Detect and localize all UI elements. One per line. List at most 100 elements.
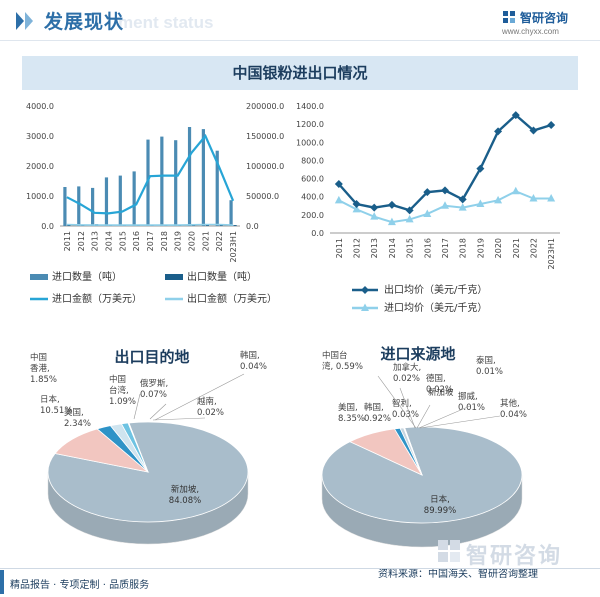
x-axis-tick-label: 2018 (459, 238, 468, 258)
marker-import-price (405, 214, 414, 223)
x-axis-tick-label: 2013 (370, 238, 379, 258)
marker-export-price (476, 164, 485, 173)
bar-import-quantity (215, 150, 219, 226)
marker-import-price (458, 203, 467, 211)
marker-import-price (387, 217, 396, 226)
legend-label: 出口金额（万美元） (187, 292, 277, 305)
chevron-double-right-icon (16, 12, 33, 30)
legend-label: 出口数量（吨） (187, 270, 257, 283)
footer-slogan: 精品报告 · 专项定制 · 品质服务 (10, 580, 150, 591)
export-pie-leader-line (133, 393, 141, 420)
export-pie-leader-line (149, 403, 167, 420)
footer-divider (0, 568, 600, 569)
y-axis-left-tick-label: 2000.0 (26, 162, 54, 171)
bar-import-quantity (201, 129, 205, 226)
export-pie-label: 中国台湾, 1.09% (109, 374, 136, 407)
export-pie-label: 美国, 2.34% (64, 407, 91, 429)
x-axis-tick-label: 2021 (201, 231, 210, 251)
y-axis-tick-label: 800.0 (301, 156, 324, 165)
x-axis-tick-label: 2020 (494, 238, 503, 258)
brand-url: www.chyxx.com (502, 27, 559, 36)
marker-export-price (547, 121, 556, 130)
export-pie-label: 中国香港, 1.85% (30, 352, 57, 385)
import-pie-label: 韩国, 0.92% (364, 402, 391, 424)
export-pie-label: 韩国, 0.04% (240, 350, 267, 372)
bar-export-quantity (233, 225, 237, 226)
import-pie-leader-line (418, 405, 471, 429)
x-axis-tick-label: 2023H1 (547, 238, 556, 269)
y-axis-left-tick-label: 1000.0 (26, 192, 54, 201)
brand-logo-icon (503, 11, 515, 23)
x-axis-tick-label: 2011 (63, 231, 72, 251)
marker-import-price (334, 195, 343, 204)
line-export-price (337, 113, 552, 212)
marker-import-price (352, 204, 361, 213)
title-band: 中国银粉进出口情况 (22, 56, 578, 90)
watermark-logo-icon (438, 540, 460, 562)
import-pie-slice (403, 427, 423, 476)
x-axis-tick-label: 2015 (118, 231, 127, 251)
x-axis-tick-label: 2014 (104, 231, 113, 251)
x-axis-tick-label: 2012 (77, 231, 86, 251)
legend-swatch (30, 274, 48, 280)
y-axis-right-tick-label: 0.0 (246, 222, 259, 231)
bar-import-quantity (118, 175, 122, 226)
export-pie-label: 俄罗斯, 0.07% (140, 378, 168, 400)
page-title: 发展现状 (44, 11, 125, 33)
x-axis-tick-label: 2018 (160, 231, 169, 251)
marker-import-price (441, 201, 449, 209)
line-export-amount (66, 223, 234, 226)
import-pie-leader-line (416, 404, 431, 429)
import-pie-label: 美国, 8.35% (338, 402, 365, 424)
marker-export-price (387, 200, 396, 209)
legend-swatch (165, 274, 183, 280)
x-axis-tick-label: 2016 (423, 238, 432, 258)
bar-import-quantity (174, 140, 178, 226)
x-axis-tick-label: 2017 (441, 238, 450, 258)
marker-import-price (511, 186, 520, 195)
y-axis-right-tick-label: 200000.0 (246, 102, 284, 111)
y-axis-right-tick-label: 50000.0 (246, 192, 279, 201)
legend-label: 进口金额（万美元） (52, 292, 142, 305)
bar-import-quantity (77, 186, 81, 226)
bar-import-quantity (104, 177, 109, 226)
import-pie-label: 新加坡 (428, 387, 454, 398)
watermark-text: 智研咨询 (466, 544, 563, 569)
bar-import-quantity (63, 187, 67, 226)
y-axis-left-tick-label: 0.0 (41, 222, 54, 231)
x-axis-tick-label: 2012 (353, 238, 362, 258)
x-axis-tick-label: 2021 (512, 238, 521, 258)
marker-import-price (494, 195, 503, 204)
marker-import-price (547, 194, 556, 202)
y-axis-tick-label: 200.0 (301, 211, 324, 220)
y-axis-left-tick-label: 3000.0 (26, 132, 54, 141)
marker-export-price (405, 206, 414, 215)
export-pie-label: 新加坡, 84.08% (169, 484, 201, 506)
import-pie-label: 加拿大, 0.02% (393, 362, 421, 384)
x-axis-tick-label: 2016 (132, 231, 141, 251)
y-axis-tick-label: 1000.0 (296, 138, 324, 147)
header-divider (0, 40, 600, 41)
bar-import-quantity (229, 200, 233, 226)
bar-import-quantity (91, 187, 95, 226)
import-pie-title: 进口来源地 (380, 345, 455, 363)
x-axis-tick-label: 2014 (388, 238, 397, 258)
y-axis-tick-label: 400.0 (301, 193, 324, 202)
import-pie-label: 其他, 0.04% (500, 398, 527, 420)
line-import-amount (66, 133, 235, 215)
y-axis-right-tick-label: 100000.0 (246, 162, 284, 171)
brand-name: 智研咨询 (520, 11, 569, 25)
import-pie-leader-line (399, 387, 416, 429)
bar-import-quantity (146, 139, 150, 226)
x-axis-tick-label: 2015 (406, 238, 415, 258)
y-axis-left-tick-label: 4000.0 (26, 102, 54, 111)
y-axis-tick-label: 1200.0 (296, 120, 324, 129)
import-pie-leader-line (419, 415, 501, 429)
header-watermark: ment status (118, 13, 214, 32)
x-axis-tick-label: 2011 (335, 238, 344, 258)
marker-export-price (529, 126, 538, 135)
x-axis-tick-label: 2022 (529, 238, 538, 258)
export-pie-leader-line (154, 373, 245, 421)
marker-export-price (423, 188, 432, 197)
x-axis-tick-label: 2013 (91, 231, 100, 251)
